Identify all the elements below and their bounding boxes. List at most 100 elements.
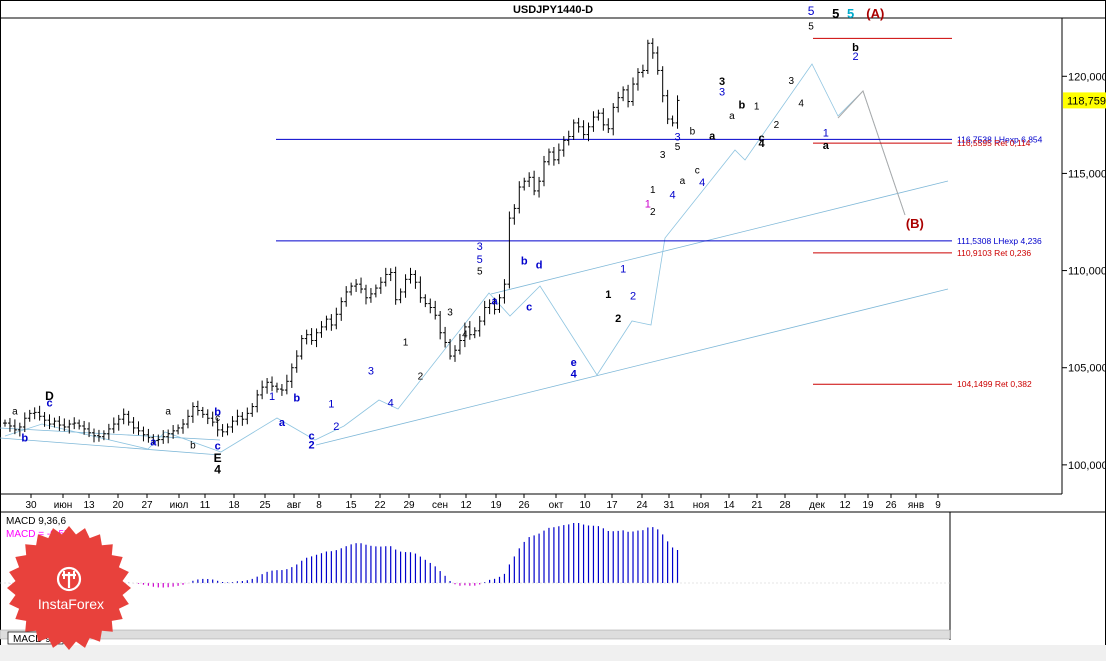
- wave-label: b: [190, 440, 196, 451]
- wave-label: 2: [615, 313, 621, 325]
- wave-label: 4: [214, 463, 221, 477]
- channel-line: [0, 427, 221, 441]
- level-label: 110,9103 Ret 0,236: [957, 248, 1031, 258]
- wave-zigzag-line: [4, 63, 906, 453]
- price-tick-label: 100,000: [1068, 460, 1106, 472]
- wave-label: b: [690, 127, 696, 138]
- wave-label: b: [852, 42, 859, 54]
- time-tick-label: 27: [141, 500, 153, 511]
- time-labels: 30 июн 13 20 27 июл 11 18 25 авг 8 15 22 29 сен 12 19 26 о…: [25, 494, 941, 511]
- wave-label: 5: [675, 142, 681, 153]
- wave-label: 4: [388, 398, 394, 410]
- wave-label: 4: [798, 98, 804, 109]
- wave-label: c: [46, 398, 52, 410]
- time-tick-label: 20: [112, 500, 124, 511]
- wave-label: 5: [808, 4, 815, 18]
- time-tick-label: 11: [200, 500, 211, 511]
- time-tick-label: 31: [663, 500, 675, 511]
- instaforex-logo: InstaForex: [7, 526, 131, 650]
- macd-bottom-strip: [0, 629, 951, 640]
- wave-label: 3: [788, 76, 794, 87]
- wave-label: b: [214, 406, 221, 418]
- wave-label: 3: [719, 87, 725, 99]
- wave-label: 1: [328, 399, 334, 411]
- time-tick-label: 12: [460, 500, 472, 511]
- wave-label: a: [165, 406, 171, 417]
- wave-label: 5: [847, 6, 854, 21]
- time-tick-label: 25: [259, 500, 271, 511]
- time-tick-label: 8: [316, 500, 322, 511]
- time-tick-label: 18: [228, 500, 240, 511]
- wave-label: 1: [403, 337, 409, 348]
- time-tick-label: 14: [723, 500, 735, 511]
- wave-label: 5: [832, 6, 839, 21]
- price-tick-label: 105,000: [1068, 363, 1106, 375]
- wave-label: 4: [759, 138, 766, 150]
- price-tick-label: 115,000: [1068, 168, 1106, 180]
- price-bars: [3, 38, 680, 447]
- wave-label: 3: [719, 76, 725, 88]
- channel-line: [490, 180, 949, 295]
- wave-label: 1: [650, 185, 656, 196]
- current-price-box: [1063, 92, 1106, 109]
- logo-emblem-icon: [56, 566, 82, 592]
- wave-label: 3: [477, 241, 483, 253]
- wave-label: 4: [699, 177, 705, 189]
- wave-label: a: [709, 130, 716, 142]
- wave-label: E: [214, 451, 222, 465]
- level-label: 116,7538 LHexp 6,854: [957, 134, 1043, 144]
- time-tick-label: июн: [54, 500, 73, 511]
- time-tick-label: дек: [809, 500, 825, 511]
- wave-label: 1: [823, 128, 829, 140]
- wave-label: 1: [605, 289, 611, 301]
- time-tick-label: 10: [579, 500, 591, 511]
- wave-label: 1: [754, 101, 760, 112]
- wave-label: 2: [418, 371, 424, 382]
- wave-label: (A): [866, 6, 884, 21]
- logo-brand-text: InstaForex: [38, 596, 104, 612]
- macd-label: MACD 9,36,6: [6, 516, 66, 527]
- wave-label: b: [293, 393, 300, 405]
- wave-label: a: [150, 436, 157, 448]
- time-tick-label: 26: [518, 500, 530, 511]
- macd-histogram: [9, 523, 679, 588]
- time-tick-label: 21: [751, 500, 763, 511]
- time-tick-label: 24: [636, 500, 648, 511]
- channel-line: [315, 288, 949, 446]
- wave-label: c: [695, 165, 700, 176]
- wave-label: 3: [674, 131, 680, 143]
- time-tick-label: 12: [839, 500, 851, 511]
- wave-label: a: [279, 417, 286, 429]
- wave-label: a: [680, 176, 686, 187]
- channel-lines: [0, 180, 949, 456]
- level-label: 116,5595 Ret 0,114: [957, 138, 1031, 148]
- wave-label: 4: [462, 330, 468, 341]
- time-tick-label: 26: [885, 500, 897, 511]
- wave-label: 5: [477, 266, 483, 277]
- wave-label: 2: [630, 291, 636, 303]
- wave-label: c: [215, 413, 220, 424]
- wave-label: 4: [571, 368, 578, 380]
- time-tick-label: июл: [170, 500, 189, 511]
- price-tick-label: 120,000: [1068, 71, 1106, 83]
- time-tick-label: 9: [935, 500, 941, 511]
- time-tick-label: 29: [403, 500, 415, 511]
- wave-path: [4, 63, 906, 453]
- wave-label: D: [45, 389, 54, 403]
- wave-label: 2: [333, 421, 339, 433]
- projection-line: [837, 90, 906, 216]
- current-price-label: 118,759: [1067, 95, 1106, 107]
- wave-label: (B): [906, 216, 924, 231]
- wave-label: a: [823, 140, 830, 152]
- time-tick-label: авг: [287, 500, 302, 511]
- status-strip: [0, 645, 1106, 661]
- wave-label: c: [309, 431, 315, 443]
- wave-label: 1: [620, 264, 626, 276]
- wave-label: 5: [477, 254, 483, 266]
- wave-label: b: [738, 99, 745, 111]
- wave-label: 2: [774, 120, 780, 131]
- time-tick-label: 19: [490, 500, 502, 511]
- wave-label: 2: [852, 51, 858, 63]
